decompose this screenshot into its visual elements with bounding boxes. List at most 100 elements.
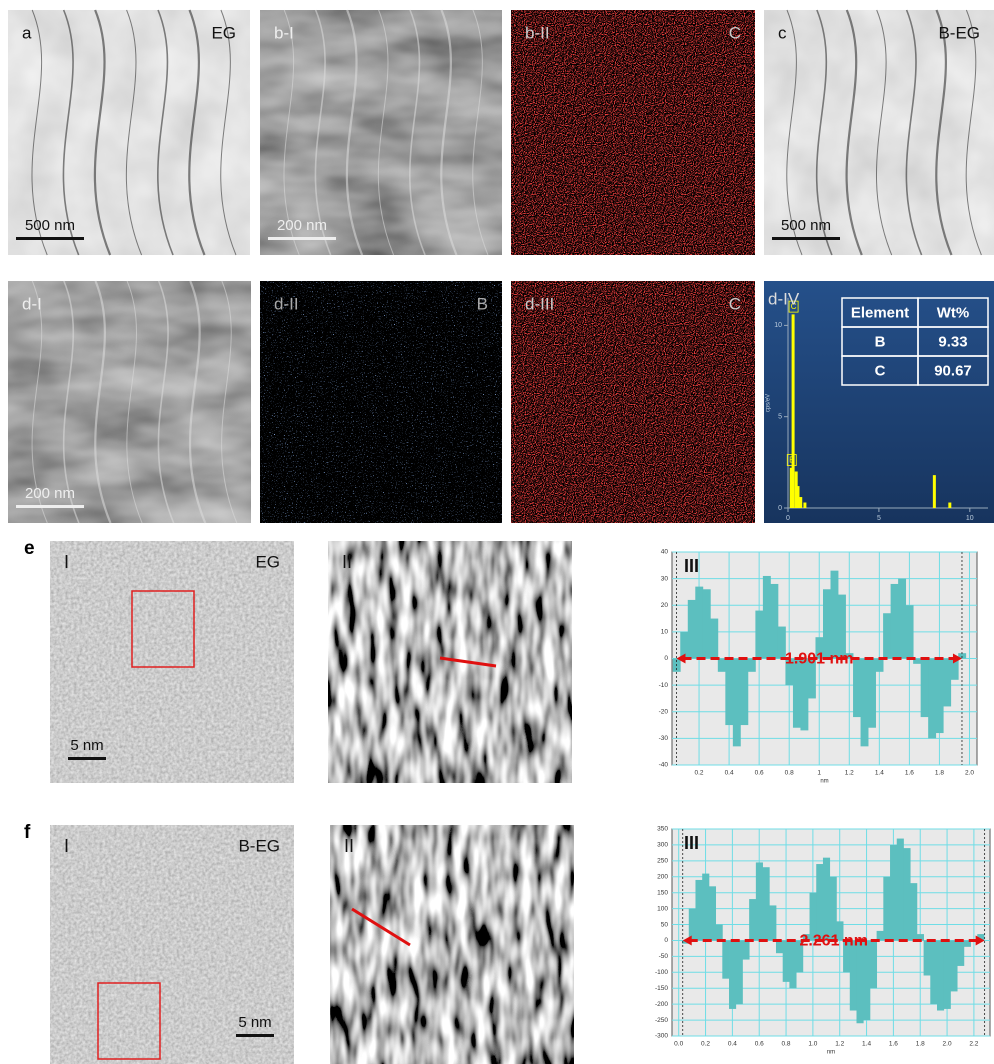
profile-bar <box>950 658 959 680</box>
profile-bar <box>735 940 743 1005</box>
profile-bar <box>869 940 878 989</box>
y-tick-label: 50 <box>661 921 669 928</box>
x-axis-label: nm <box>820 779 828 785</box>
y-tick-label: 10 <box>774 322 782 329</box>
panel-label: d-II <box>274 294 299 313</box>
y-tick-label: -40 <box>659 762 669 769</box>
profile-bar <box>913 658 922 664</box>
sheet-wrinkle <box>220 9 237 256</box>
profile-line <box>351 907 411 947</box>
sheet-wrinkle <box>188 9 206 256</box>
profile-bar <box>782 940 790 982</box>
profile-bar <box>898 578 907 659</box>
y-tick-label: -150 <box>655 985 668 992</box>
sheet-wrinkle <box>875 9 893 256</box>
y-tick-label: 150 <box>657 889 668 896</box>
profile-bar <box>920 658 929 718</box>
profile-bar <box>910 883 918 941</box>
x-tick-label: 1.6 <box>905 770 914 777</box>
x-tick-label: 2.2 <box>969 1041 978 1048</box>
image-texture <box>50 541 294 783</box>
panel-label: I <box>64 836 69 856</box>
x-tick-label: 0.2 <box>701 1041 710 1048</box>
profile-bar <box>958 653 967 659</box>
profile-bar <box>792 658 801 728</box>
profile-bar <box>957 940 965 966</box>
sheet-wrinkle <box>221 280 238 524</box>
profile-bar <box>796 940 804 973</box>
profile-bar <box>775 940 784 954</box>
x-tick-label: 0.4 <box>725 770 734 777</box>
profile-bar <box>762 867 770 941</box>
profile-bar <box>883 613 892 659</box>
sheet-wrinkle <box>377 9 395 256</box>
profile-bar <box>853 658 861 718</box>
scale-bar <box>68 757 106 760</box>
panel-label: C <box>729 294 741 313</box>
y-tick-label: 350 <box>657 826 668 833</box>
panel-label: B-EG <box>238 836 280 855</box>
table-text: 90.67 <box>934 362 972 379</box>
sheet-wrinkle <box>125 9 143 256</box>
profile-bar <box>916 934 924 941</box>
x-tick-label: 0.4 <box>728 1041 737 1048</box>
scale-bar <box>16 505 84 508</box>
panel-label: c <box>778 23 787 42</box>
profile-bar <box>749 899 757 941</box>
profile-bar <box>702 589 711 659</box>
profile-bar <box>943 658 952 707</box>
x-tick-label: 5 <box>877 515 881 522</box>
y-tick-label: -100 <box>655 969 668 976</box>
y-axis-label: cps/eV <box>766 394 772 412</box>
profile-bar <box>896 838 904 941</box>
sheet-wrinkle <box>31 9 48 256</box>
sheet-wrinkle <box>345 9 364 256</box>
panel-label: I <box>64 552 69 572</box>
arrow-head <box>975 935 985 946</box>
table-text: Element <box>851 304 909 321</box>
sheet-wrinkle <box>786 9 803 256</box>
profile-bar <box>830 570 839 659</box>
y-tick-label: 0 <box>664 937 668 944</box>
x-tick-label: 1 <box>817 770 821 777</box>
y-tick-label: 250 <box>657 858 668 865</box>
profile-bar <box>802 934 810 941</box>
y-tick-label: 300 <box>657 842 668 849</box>
panel-label: 500 nm <box>25 217 75 234</box>
profile-bar <box>789 940 797 989</box>
panel-label: b-II <box>525 23 550 42</box>
x-tick-label: 0.0 <box>674 1041 683 1048</box>
profile-bar <box>838 594 846 659</box>
panel-label: III <box>684 556 699 576</box>
table-text: Wt% <box>937 304 970 321</box>
arrow-head <box>952 653 962 664</box>
x-tick-label: 0.8 <box>782 1041 791 1048</box>
scale-bar <box>268 237 336 240</box>
micrograph <box>8 9 250 256</box>
image-texture <box>50 825 294 1064</box>
profile-bar <box>875 658 884 672</box>
image-texture <box>328 541 572 783</box>
y-tick-label: 30 <box>661 575 669 582</box>
profile-bar <box>762 575 771 659</box>
eds-background <box>764 281 994 523</box>
sheet-wrinkle <box>283 9 300 256</box>
y-tick-label: -20 <box>659 708 669 715</box>
y-tick-label: 5 <box>778 414 782 421</box>
profile-bar <box>807 658 816 699</box>
profile-bar <box>717 658 726 672</box>
panel-label: d-III <box>525 294 554 313</box>
image-texture <box>511 281 755 523</box>
profile-bar <box>903 848 911 941</box>
panel-label: a <box>22 23 32 42</box>
table-text: C <box>875 362 886 379</box>
table-text: 9.33 <box>938 333 967 350</box>
y-tick-label: -30 <box>659 735 669 742</box>
profile-bar <box>687 599 696 659</box>
sheet-wrinkle <box>440 9 458 256</box>
profile-bar <box>725 658 734 726</box>
profile-bar <box>695 586 704 659</box>
sheet-wrinkle <box>62 9 80 256</box>
region-box <box>131 590 195 668</box>
